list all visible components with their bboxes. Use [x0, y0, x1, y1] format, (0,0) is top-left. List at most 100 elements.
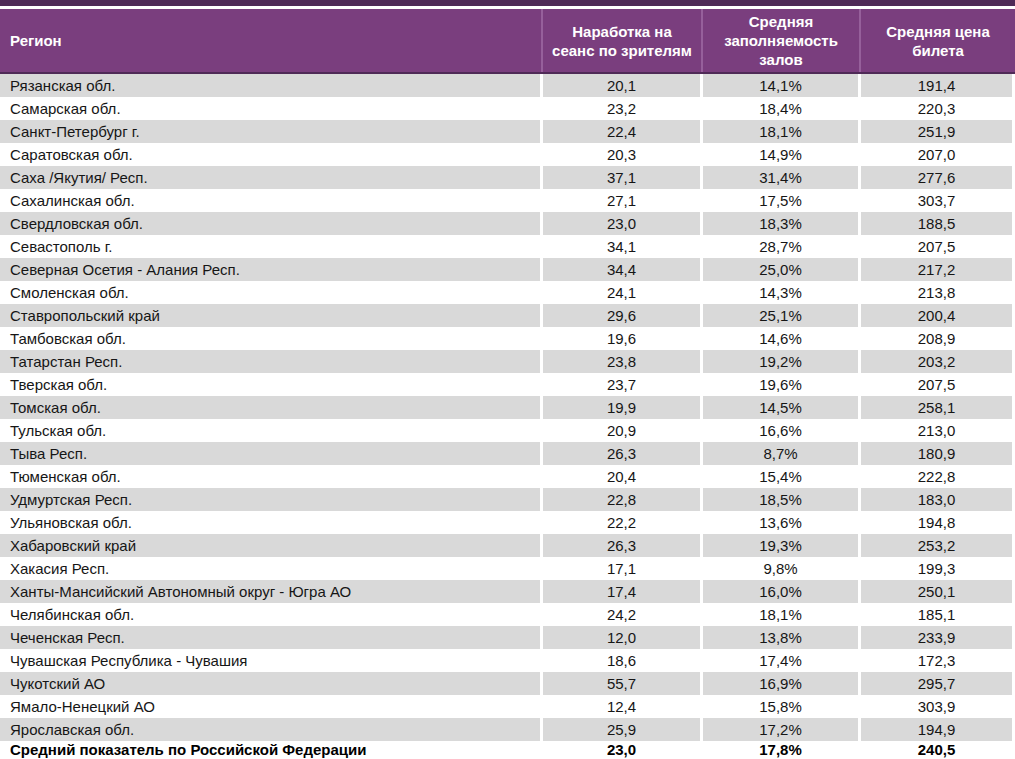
region-cell: Рязанская обл. [0, 74, 543, 97]
table-row: Ярославская обл. 25,9 17,2% 194,9 [0, 718, 1015, 741]
ticket-price-cell: 207,0 [861, 143, 1015, 166]
ticket-price-cell: 303,9 [861, 695, 1015, 718]
occupancy-cell: 14,3% [703, 281, 861, 304]
occupancy-cell: 17,2% [703, 718, 861, 741]
table-row: Тюменская обл. 20,4 15,4% 222,8 [0, 465, 1015, 488]
table-row: Тверская обл. 23,7 19,6% 207,5 [0, 373, 1015, 396]
per-session-attendance-cell: 22,2 [543, 511, 703, 534]
table-row: Челябинская обл. 24,2 18,1% 185,1 [0, 603, 1015, 626]
per-session-attendance-cell: 18,6 [543, 649, 703, 672]
occupancy-cell: 19,2% [703, 350, 861, 373]
total-per-session-attendance-cell: 23,0 [543, 741, 703, 759]
ticket-price-cell: 220,3 [861, 97, 1015, 120]
occupancy-cell: 16,6% [703, 419, 861, 442]
ticket-price-cell: 277,6 [861, 166, 1015, 189]
region-cell: Ямало-Ненецкий АО [0, 695, 543, 718]
region-cell: Ханты-Мансийский Автономный округ - Югра… [0, 580, 543, 603]
occupancy-cell: 8,7% [703, 442, 861, 465]
ticket-price-cell: 253,2 [861, 534, 1015, 557]
per-session-attendance-cell: 37,1 [543, 166, 703, 189]
table-row: Севастополь г. 34,1 28,7% 207,5 [0, 235, 1015, 258]
report-page: Регион Наработка на сеанс по зрителям Ср… [0, 0, 1015, 759]
region-cell: Ярославская обл. [0, 718, 543, 741]
table-row: Саратовская обл. 20,3 14,9% 207,0 [0, 143, 1015, 166]
column-header-occupancy: Средняя заполняемость залов [703, 9, 861, 72]
ticket-price-cell: 172,3 [861, 649, 1015, 672]
region-cell: Свердловская обл. [0, 212, 543, 235]
table-row: Татарстан Респ. 23,8 19,2% 203,2 [0, 350, 1015, 373]
region-cell: Саратовская обл. [0, 143, 543, 166]
occupancy-cell: 18,3% [703, 212, 861, 235]
region-cell: Тамбовская обл. [0, 327, 543, 350]
table-row: Чувашская Республика - Чувашия 18,6 17,4… [0, 649, 1015, 672]
ticket-price-cell: 207,5 [861, 235, 1015, 258]
region-cell: Тюменская обл. [0, 465, 543, 488]
region-cell: Ульяновская обл. [0, 511, 543, 534]
occupancy-cell: 25,1% [703, 304, 861, 327]
per-session-attendance-cell: 29,6 [543, 304, 703, 327]
ticket-price-cell: 194,8 [861, 511, 1015, 534]
table-row: Санкт-Петербург г. 22,4 18,1% 251,9 [0, 120, 1015, 143]
per-session-attendance-cell: 12,4 [543, 695, 703, 718]
per-session-attendance-cell: 34,1 [543, 235, 703, 258]
occupancy-cell: 31,4% [703, 166, 861, 189]
table-row: Томская обл. 19,9 14,5% 258,1 [0, 396, 1015, 419]
column-header-per-session-attendance: Наработка на сеанс по зрителям [543, 9, 703, 72]
per-session-attendance-cell: 26,3 [543, 534, 703, 557]
per-session-attendance-cell: 12,0 [543, 626, 703, 649]
per-session-attendance-cell: 20,1 [543, 74, 703, 97]
ticket-price-cell: 250,1 [861, 580, 1015, 603]
table-row: Ханты-Мансийский Автономный округ - Югра… [0, 580, 1015, 603]
occupancy-cell: 17,4% [703, 649, 861, 672]
per-session-attendance-cell: 25,9 [543, 718, 703, 741]
ticket-price-cell: 183,0 [861, 488, 1015, 511]
region-cell: Северная Осетия - Алания Респ. [0, 258, 543, 281]
column-header-region: Регион [0, 9, 543, 72]
ticket-price-cell: 213,0 [861, 419, 1015, 442]
table-row: Удмуртская Респ. 22,8 18,5% 183,0 [0, 488, 1015, 511]
occupancy-cell: 15,8% [703, 695, 861, 718]
per-session-attendance-cell: 23,7 [543, 373, 703, 396]
region-cell: Севастополь г. [0, 235, 543, 258]
ticket-price-cell: 188,5 [861, 212, 1015, 235]
ticket-price-cell: 303,7 [861, 189, 1015, 212]
per-session-attendance-cell: 22,4 [543, 120, 703, 143]
per-session-attendance-cell: 20,4 [543, 465, 703, 488]
total-ticket-price-cell: 240,5 [861, 741, 1015, 759]
region-cell: Санкт-Петербург г. [0, 120, 543, 143]
per-session-attendance-cell: 24,2 [543, 603, 703, 626]
occupancy-cell: 14,1% [703, 74, 861, 97]
ticket-price-cell: 233,9 [861, 626, 1015, 649]
per-session-attendance-cell: 17,1 [543, 557, 703, 580]
region-cell: Чувашская Республика - Чувашия [0, 649, 543, 672]
occupancy-cell: 16,9% [703, 672, 861, 695]
region-cell: Удмуртская Респ. [0, 488, 543, 511]
region-cell: Тыва Респ. [0, 442, 543, 465]
table-header-row: Регион Наработка на сеанс по зрителям Ср… [0, 9, 1015, 74]
ticket-price-cell: 251,9 [861, 120, 1015, 143]
occupancy-cell: 19,6% [703, 373, 861, 396]
occupancy-cell: 13,8% [703, 626, 861, 649]
occupancy-cell: 16,0% [703, 580, 861, 603]
per-session-attendance-cell: 17,4 [543, 580, 703, 603]
occupancy-cell: 18,5% [703, 488, 861, 511]
table-row: Самарская обл. 23,2 18,4% 220,3 [0, 97, 1015, 120]
region-cell: Саха /Якутия/ Респ. [0, 166, 543, 189]
region-cell: Смоленская обл. [0, 281, 543, 304]
region-cell: Тульская обл. [0, 419, 543, 442]
total-occupancy-cell: 17,8% [703, 741, 861, 759]
per-session-attendance-cell: 23,2 [543, 97, 703, 120]
top-accent-bar [0, 0, 1015, 6]
occupancy-cell: 25,0% [703, 258, 861, 281]
region-cell: Самарская обл. [0, 97, 543, 120]
per-session-attendance-cell: 20,3 [543, 143, 703, 166]
occupancy-cell: 18,1% [703, 603, 861, 626]
region-cell: Челябинская обл. [0, 603, 543, 626]
per-session-attendance-cell: 19,6 [543, 327, 703, 350]
ticket-price-cell: 200,4 [861, 304, 1015, 327]
occupancy-cell: 14,5% [703, 396, 861, 419]
region-cell: Томская обл. [0, 396, 543, 419]
per-session-attendance-cell: 22,8 [543, 488, 703, 511]
table-row: Ставропольский край 29,6 25,1% 200,4 [0, 304, 1015, 327]
ticket-price-cell: 199,3 [861, 557, 1015, 580]
